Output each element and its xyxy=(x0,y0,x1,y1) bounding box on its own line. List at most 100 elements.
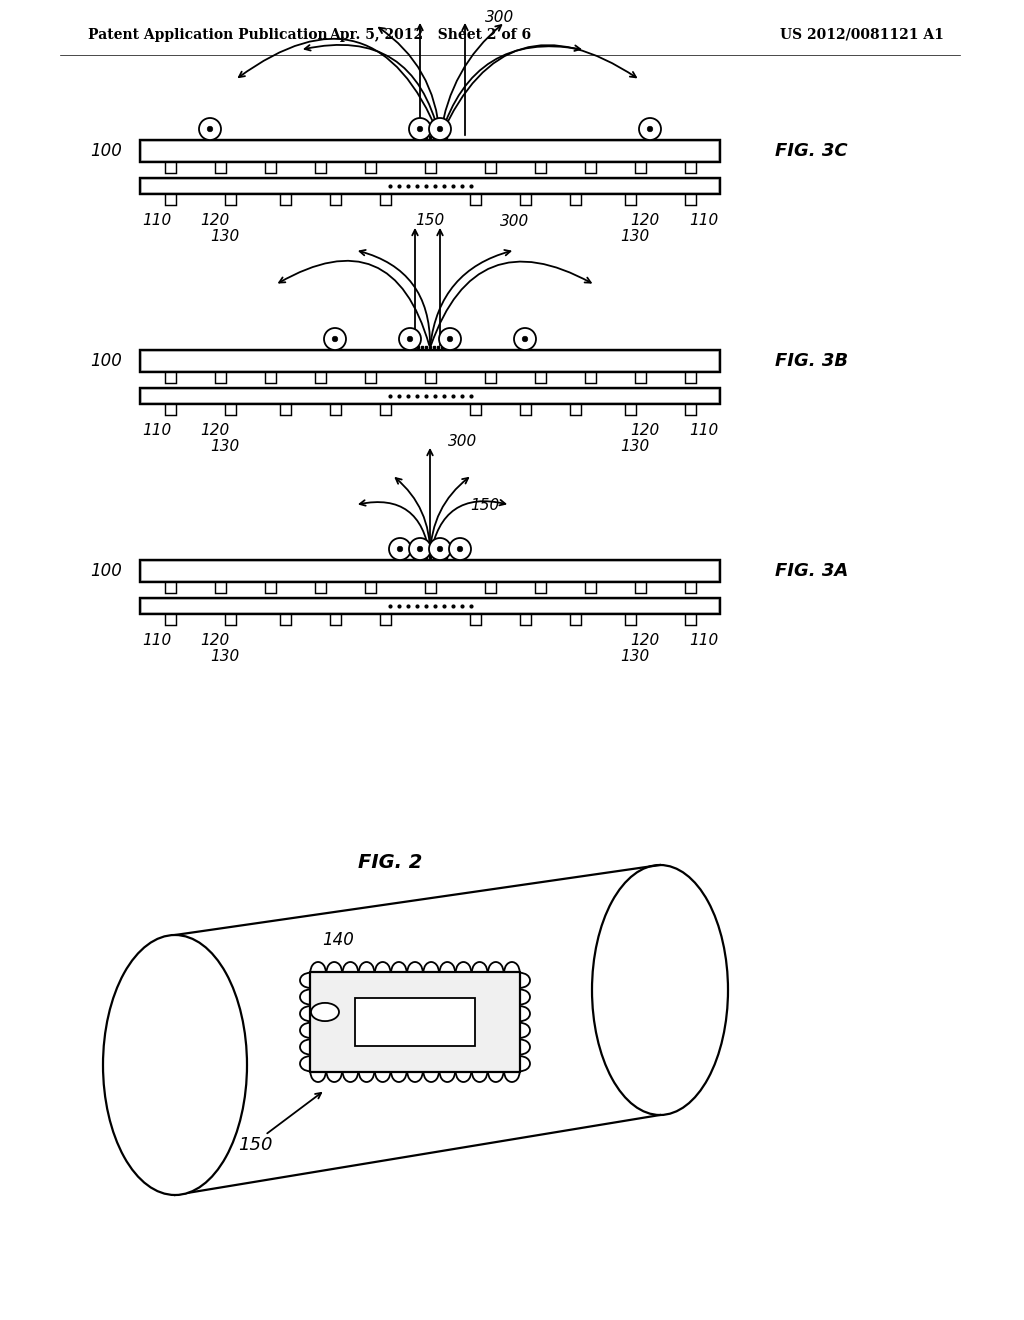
Bar xyxy=(165,162,175,173)
Bar xyxy=(140,560,720,582)
Bar xyxy=(224,404,236,414)
Bar xyxy=(214,582,225,593)
Circle shape xyxy=(199,117,221,140)
Bar xyxy=(140,388,720,404)
Ellipse shape xyxy=(311,1003,339,1022)
Bar xyxy=(469,404,480,414)
Bar xyxy=(330,404,341,414)
Bar xyxy=(224,614,236,624)
Bar xyxy=(142,143,718,160)
Bar xyxy=(280,404,291,414)
Text: 300: 300 xyxy=(449,434,477,450)
Text: 110: 110 xyxy=(689,422,718,438)
Bar xyxy=(569,404,581,414)
Bar xyxy=(214,372,225,383)
Bar xyxy=(380,194,390,205)
Circle shape xyxy=(409,539,431,560)
Bar xyxy=(585,162,596,173)
Bar xyxy=(425,372,435,383)
Circle shape xyxy=(429,117,451,140)
Text: 100: 100 xyxy=(90,352,122,370)
Text: FIG. 3C: FIG. 3C xyxy=(775,143,848,160)
Text: 130: 130 xyxy=(210,228,240,244)
Bar xyxy=(484,372,496,383)
Text: 130: 130 xyxy=(210,440,240,454)
Bar xyxy=(625,614,636,624)
Text: Apr. 5, 2012   Sheet 2 of 6: Apr. 5, 2012 Sheet 2 of 6 xyxy=(329,28,531,42)
Circle shape xyxy=(439,327,461,350)
Text: 120: 120 xyxy=(631,634,659,648)
Bar xyxy=(330,614,341,624)
Text: 130: 130 xyxy=(621,228,649,244)
Circle shape xyxy=(417,546,423,552)
Bar xyxy=(635,582,645,593)
Bar xyxy=(142,562,718,579)
Bar xyxy=(330,194,341,205)
Text: 110: 110 xyxy=(689,213,718,228)
Bar xyxy=(535,372,546,383)
Bar xyxy=(142,180,718,191)
Bar xyxy=(264,372,275,383)
Bar xyxy=(280,614,291,624)
Bar xyxy=(519,404,530,414)
Text: FIG. 3A: FIG. 3A xyxy=(775,562,848,579)
Bar xyxy=(535,162,546,173)
Bar xyxy=(684,372,695,383)
Ellipse shape xyxy=(592,865,728,1115)
Circle shape xyxy=(408,337,413,342)
Bar xyxy=(380,404,390,414)
Bar xyxy=(355,998,475,1045)
Bar xyxy=(314,582,326,593)
Text: 130: 130 xyxy=(621,649,649,664)
Bar xyxy=(365,582,376,593)
Circle shape xyxy=(324,327,346,350)
Bar xyxy=(425,162,435,173)
Circle shape xyxy=(429,539,451,560)
Bar xyxy=(684,194,695,205)
Circle shape xyxy=(514,327,536,350)
Bar xyxy=(140,350,720,372)
Bar xyxy=(625,194,636,205)
Circle shape xyxy=(409,117,431,140)
Text: US 2012/0081121 A1: US 2012/0081121 A1 xyxy=(780,28,944,42)
Bar xyxy=(140,140,720,162)
Bar xyxy=(140,350,720,372)
Text: 120: 120 xyxy=(201,213,229,228)
Circle shape xyxy=(437,546,442,552)
Bar xyxy=(142,352,718,370)
Bar xyxy=(484,582,496,593)
Circle shape xyxy=(449,539,471,560)
Bar xyxy=(569,614,581,624)
Bar xyxy=(140,598,720,614)
Text: 155: 155 xyxy=(475,1043,507,1061)
Text: 110: 110 xyxy=(142,634,171,648)
Text: FIG. 3B: FIG. 3B xyxy=(775,352,848,370)
Circle shape xyxy=(207,127,213,132)
Bar xyxy=(569,194,581,205)
Bar xyxy=(224,194,236,205)
Circle shape xyxy=(389,539,411,560)
Text: 140: 140 xyxy=(322,931,354,949)
Bar xyxy=(165,582,175,593)
Bar xyxy=(684,614,695,624)
Bar xyxy=(625,404,636,414)
Text: 100: 100 xyxy=(90,562,122,579)
Text: 300: 300 xyxy=(500,214,529,230)
Bar xyxy=(264,582,275,593)
Bar xyxy=(684,582,695,593)
Circle shape xyxy=(647,127,652,132)
Bar xyxy=(425,582,435,593)
Bar xyxy=(165,372,175,383)
Bar xyxy=(142,389,718,403)
Text: 110: 110 xyxy=(689,634,718,648)
Circle shape xyxy=(639,117,662,140)
Bar xyxy=(314,162,326,173)
Bar xyxy=(264,162,275,173)
Circle shape xyxy=(522,337,527,342)
Text: 150: 150 xyxy=(238,1137,272,1154)
Text: 100: 100 xyxy=(90,143,122,160)
Bar xyxy=(140,140,720,162)
Circle shape xyxy=(399,327,421,350)
Bar xyxy=(635,372,645,383)
Text: 110: 110 xyxy=(142,213,171,228)
